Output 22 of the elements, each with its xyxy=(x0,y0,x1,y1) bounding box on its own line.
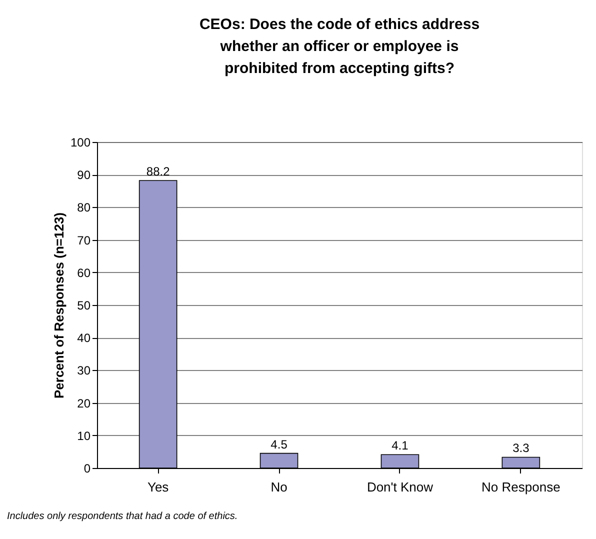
y-tick-label: 0 xyxy=(84,462,91,476)
y-tick-label: 90 xyxy=(77,168,91,182)
data-label: 4.5 xyxy=(270,437,288,452)
x-tick-label: Don't Know xyxy=(366,480,434,494)
y-tick-label: 80 xyxy=(77,200,91,215)
data-label: 3.3 xyxy=(512,441,530,456)
y-tick-label: 40 xyxy=(77,331,91,346)
y-tick-label: 100 xyxy=(70,136,91,150)
text: Includes only respondents that had a code of ethics. xyxy=(7,511,238,522)
y-axis-title: Percent of Responses (n=123) xyxy=(51,212,66,399)
y-tick-label: 10 xyxy=(77,428,91,443)
x-tick-label: No xyxy=(270,480,288,494)
data-label: 4.1 xyxy=(392,438,409,453)
y-tick-label: 50 xyxy=(77,298,91,312)
data-label: 88.2 xyxy=(146,164,170,178)
y-tick-label: 20 xyxy=(77,396,91,410)
y-tick-label: 70 xyxy=(77,233,91,248)
y-tick-label: 30 xyxy=(77,364,91,378)
x-tick-label: Yes xyxy=(147,480,170,494)
y-tick-label: 60 xyxy=(77,266,91,280)
chart-title: CEOs: Does the code of ethics address whether an officer or employee is prohibited from accepting gifts? xyxy=(199,16,480,77)
x-tick-label: No Response xyxy=(482,480,560,494)
